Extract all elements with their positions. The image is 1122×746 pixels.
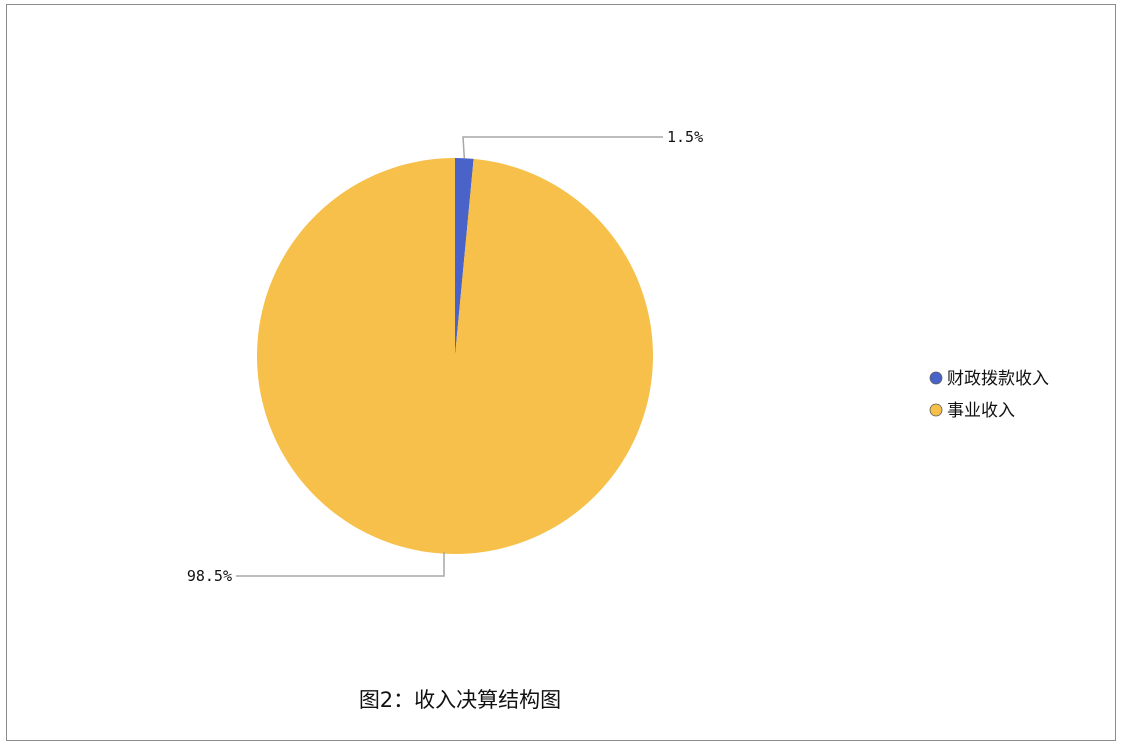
leader-line-1	[462, 136, 663, 159]
legend-marker-2	[929, 403, 943, 417]
slice-label-2: 98.5%	[187, 567, 232, 585]
leader-lines	[236, 136, 663, 577]
pie-slice-2	[256, 158, 653, 554]
chart-caption: 图2：收入决算结构图	[358, 688, 562, 712]
slice-labels: 1.5% 98.5%	[187, 128, 703, 585]
legend-marker-1	[929, 371, 943, 385]
leader-line-2	[236, 552, 445, 577]
pie-slice-1	[455, 158, 474, 356]
legend-label-1: 财政拨款收入	[947, 369, 1049, 389]
pie-slices	[256, 158, 653, 554]
legend-label-2: 事业收入	[947, 401, 1015, 421]
slice-label-1: 1.5%	[667, 128, 703, 146]
